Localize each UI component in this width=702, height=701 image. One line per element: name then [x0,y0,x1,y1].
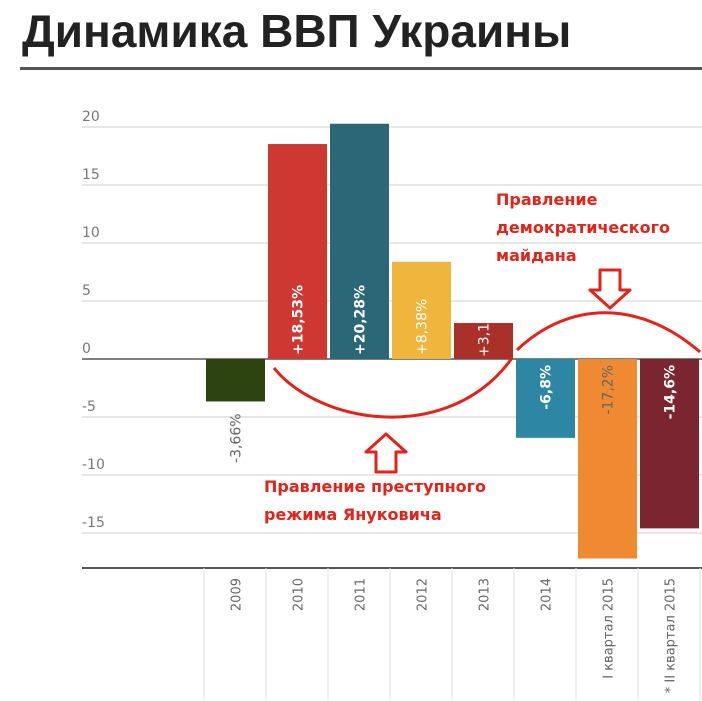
data-label: -14,6% [663,365,679,419]
x-tick-label: 2014 [540,578,555,611]
bar-2009 [206,359,265,402]
bar-2010 [268,144,327,359]
up-arrow-icon [364,432,408,474]
y-tick-label: 20 [82,109,100,125]
bar-2014 [516,359,575,438]
bar-2013 [454,323,513,359]
data-label: -6,8% [539,365,555,410]
x-tick-label: I квартал 2015 [602,578,617,679]
annotation-shapes [272,268,701,474]
x-tick-label: 2013 [478,578,493,611]
yanukovych-curve [272,357,514,419]
bar--ii-квартал-2015 [640,359,699,529]
title-divider [20,67,702,70]
y-tick-label: 10 [82,225,100,241]
x-tick-label: 2009 [230,578,245,611]
x-tick-label: 2011 [354,578,369,611]
bars [206,123,699,559]
yanukovych-annotation-line-2: режима Януковича [264,505,442,524]
data-label: +3,1% [477,310,493,357]
data-label: +20,28% [353,285,369,355]
x-tick-label: 2010 [292,578,307,611]
data-label: -17,2% [601,365,617,415]
data-label: -3,66% [229,413,245,463]
maidan-annotation-line-3: майдана [496,246,577,265]
maidan-annotation-line-2: демократического [496,218,670,237]
bar-2012 [392,261,451,359]
x-tick-label: * II квартал 2015 [664,578,679,693]
y-tick-label: 15 [82,167,100,183]
bar-2011 [330,123,389,359]
yanukovych-annotation-line-1: Правление преступного [264,477,486,496]
chart-title: Динамика ВВП Украины [22,5,572,57]
y-tick-label: -10 [82,457,105,473]
x-tick-label: 2012 [416,578,431,611]
maidan-annotation-line-1: Правление [496,190,598,209]
maidan-curve [515,311,701,354]
x-axis-ticks: 2009 2010 2011 2012 2013 2014 I квартал 2015 * … [230,578,679,693]
down-arrow-icon [588,268,632,310]
y-tick-label: 0 [82,341,91,357]
data-label: +18,53% [291,285,307,355]
y-axis-ticks: 20 15 10 5 0 -5 -10 -15 [82,109,105,531]
y-tick-label: 5 [82,283,91,299]
data-label: +8,38% [415,299,431,355]
y-tick-label: -15 [82,515,105,531]
data-labels: -3,66% +18,53% +20,28% +8,38% +3,1% -6,8% -17,… [229,285,679,463]
y-tick-label: -5 [82,399,96,415]
bar-i-квартал-2015 [578,359,637,559]
